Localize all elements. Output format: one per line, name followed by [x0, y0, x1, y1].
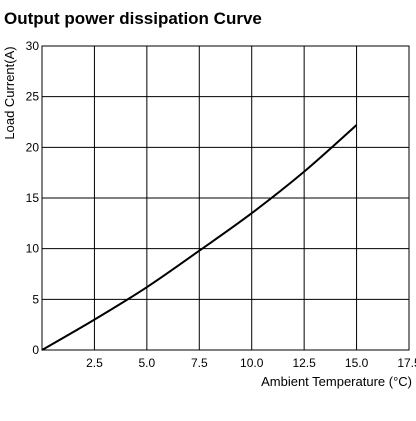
y-tick-label: 5	[32, 292, 39, 306]
tick-labels: 2.5 5.0 7.5 10.0 12.5 15.0 17.5 0 5 10 15 20 25 30	[26, 39, 416, 370]
x-tick-label: 7.5	[191, 356, 208, 370]
y-tick-label: 25	[26, 90, 40, 104]
x-tick-label: 12.5	[292, 356, 316, 370]
chart-title: Output power dissipation Curve	[4, 9, 262, 28]
series-line	[41, 124, 358, 351]
y-tick-label: 10	[26, 242, 40, 256]
x-tick-label: 5.0	[139, 356, 156, 370]
y-tick-label: 30	[26, 39, 40, 53]
y-tick-label: 0	[32, 343, 39, 357]
y-tick-label: 15	[26, 191, 40, 205]
x-tick-label: 10.0	[240, 356, 264, 370]
x-axis-label: Ambient Temperature (°C)	[261, 374, 412, 389]
x-tick-label: 15.0	[345, 356, 369, 370]
grid	[41, 45, 410, 351]
x-tick-label: 17.5	[397, 356, 416, 370]
x-tick-label: 2.5	[86, 356, 103, 370]
y-tick-label: 20	[26, 140, 40, 154]
series-layer	[41, 124, 358, 351]
y-axis-label: Load Current(A)	[2, 46, 17, 139]
